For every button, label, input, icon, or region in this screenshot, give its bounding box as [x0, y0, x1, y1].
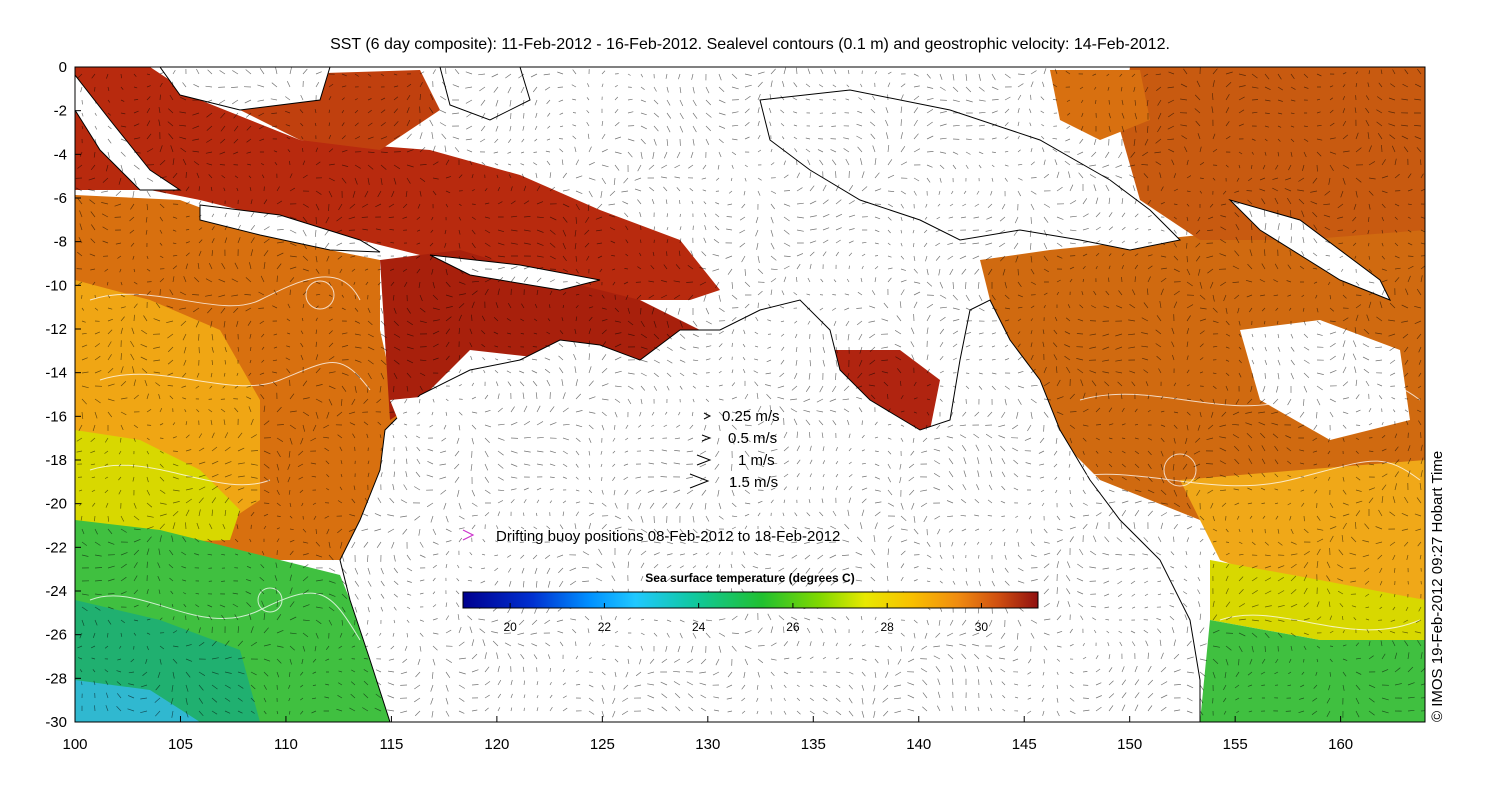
land-new-britain — [1228, 198, 1392, 301]
sst-colorbar: Sea surface temperature (degrees C) 20 22… — [462, 571, 1039, 634]
colorbar-tick-label: 24 — [692, 620, 706, 634]
colorbar-gradient — [462, 591, 1039, 609]
y-tick-label: 0 — [59, 59, 67, 76]
land-sumatra — [75, 74, 182, 191]
x-tick-label: 125 — [590, 736, 615, 753]
land-sulawesi — [439, 67, 531, 121]
x-tick-label: 130 — [695, 736, 720, 753]
buoy-legend: Drifting buoy positions 08-Feb-2012 to 1… — [462, 528, 840, 545]
x-tick-label: 105 — [168, 736, 193, 753]
y-tick-label: -28 — [45, 670, 67, 687]
velocity-label-0.5: 0.5 m/s — [728, 430, 777, 447]
colorbar-tick-label: 26 — [786, 620, 800, 634]
velocity-arrow-1 — [696, 454, 712, 466]
sst-region-west-cyan — [75, 680, 200, 722]
map-title: SST (6 day composite): 11-Feb-2012 - 16-… — [330, 36, 1170, 53]
colorbar-tick-label: 30 — [975, 620, 989, 634]
velocity-label-1.5: 1.5 m/s — [729, 474, 778, 491]
x-tick-label: 100 — [62, 736, 87, 753]
velocity-legend: 0.25 m/s 0.5 m/s 1 m/s 1.5 m/s — [689, 408, 780, 491]
y-tick-label: -16 — [45, 408, 67, 425]
y-axis: 0 -2 -4 -6 -8 -10 -12 -14 -16 -18 -20 -22 -24 -26 -28 -… — [45, 59, 81, 731]
x-tick-label: 140 — [906, 736, 931, 753]
land-timor-islands — [429, 254, 601, 291]
imos-credit: © IMOS 19-Feb-2012 09:27 Hobart Time — [1429, 451, 1446, 722]
y-tick-label: -6 — [54, 190, 67, 207]
y-tick-label: -22 — [45, 539, 67, 556]
x-tick-label: 110 — [274, 736, 298, 753]
velocity-arrow-0.5 — [701, 434, 712, 442]
y-tick-label: -14 — [45, 365, 67, 382]
y-tick-label: -8 — [54, 234, 67, 251]
x-tick-label: 145 — [1012, 736, 1037, 753]
sealevel-contours — [89, 276, 1421, 641]
sst-region-east-amber — [1180, 460, 1425, 600]
x-axis: 100 105 110 115 120 125 130 135 140 145 150 155 160 — [62, 716, 1353, 753]
y-tick-label: -18 — [45, 452, 67, 469]
sst-region-north-pacific — [1050, 70, 1150, 140]
velocity-label-0.25: 0.25 m/s — [722, 408, 780, 425]
y-tick-label: -20 — [45, 496, 67, 513]
x-tick-label: 120 — [484, 736, 509, 753]
velocity-arrow-1.5 — [689, 473, 710, 489]
geostrophic-velocity-vectors — [75, 67, 1425, 718]
plot-frame — [74, 66, 1426, 723]
x-tick-label: 150 — [1117, 736, 1142, 753]
sst-region-east-yellow — [1210, 560, 1425, 640]
colorbar-tick-label: 22 — [598, 620, 612, 634]
y-tick-label: -4 — [54, 146, 67, 163]
y-tick-label: -2 — [54, 103, 67, 120]
sst-region-east-warm — [980, 220, 1425, 540]
colorbar-tick-label: 28 — [881, 620, 895, 634]
sst-region-east-north — [1120, 67, 1425, 240]
land-borneo — [159, 67, 331, 111]
sst-region-timor — [380, 250, 700, 420]
velocity-vector-field — [75, 67, 1425, 718]
cloud-gap-2 — [1240, 320, 1410, 440]
x-tick-label: 155 — [1223, 736, 1248, 753]
y-tick-label: -26 — [45, 627, 67, 644]
colorbar-ticks: 20 22 24 26 28 30 — [503, 603, 988, 634]
sst-map — [75, 67, 1425, 722]
x-tick-label: 160 — [1328, 736, 1353, 753]
y-tick-label: -12 — [45, 321, 67, 338]
y-tick-label: -30 — [45, 714, 67, 731]
y-tick-label: -24 — [45, 583, 67, 600]
buoy-legend-label: Drifting buoy positions 08-Feb-2012 to 1… — [496, 528, 840, 545]
velocity-label-1: 1 m/s — [738, 452, 775, 469]
colorbar-title: Sea surface temperature (degrees C) — [645, 571, 854, 585]
x-tick-label: 115 — [379, 736, 403, 753]
cloud-gap-1 — [390, 395, 470, 460]
sst-region-east-green — [1200, 620, 1425, 722]
land-java — [199, 204, 381, 253]
sst-region-west-yellow — [75, 430, 240, 545]
x-tick-label: 135 — [801, 736, 826, 753]
buoy-marker-icon — [462, 529, 475, 541]
velocity-arrow-0.25 — [703, 412, 712, 420]
y-tick-label: -10 — [45, 277, 67, 294]
colorbar-tick-label: 20 — [503, 620, 517, 634]
sst-region-north-warm — [75, 67, 720, 300]
